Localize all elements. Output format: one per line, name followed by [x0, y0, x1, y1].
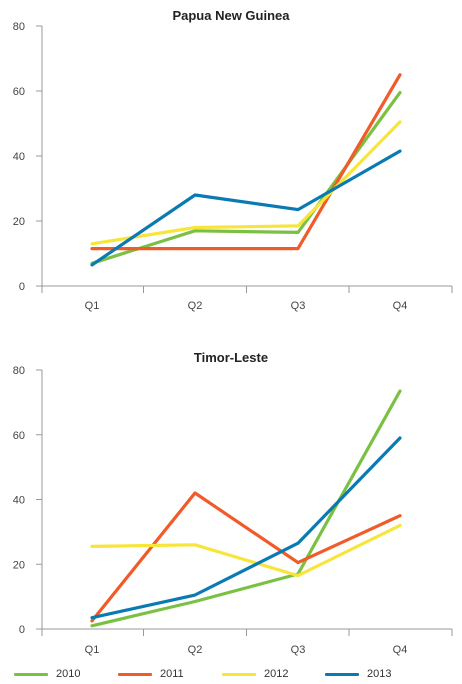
x-tick-label: Q2 [188, 300, 203, 312]
legend-item-2011: 2011 [118, 664, 184, 684]
y-tick-label: 40 [13, 495, 25, 507]
y-tick-label: 80 [13, 365, 25, 377]
x-tick-label: Q3 [291, 300, 306, 312]
legend-item-2010: 2010 [14, 664, 80, 684]
legend-label: 2012 [264, 668, 289, 680]
x-tick-label: Q4 [393, 300, 408, 312]
x-tick-label: Q2 [188, 644, 203, 656]
x-tick-label: Q1 [85, 300, 100, 312]
series-line-2010 [90, 389, 402, 628]
chart-panel-1: Timor-Leste 0 20 40 60 80 Q1 Q2 Q3 Q4 [13, 350, 453, 656]
series-line-2012 [90, 523, 402, 578]
legend-swatch [222, 672, 256, 676]
y-tick-label: 20 [13, 216, 25, 228]
y-tick-label: 60 [13, 430, 25, 442]
legend-label: 2010 [56, 668, 81, 680]
chart-panel-0: Papua New Guinea 0 20 40 60 80 Q1 Q2 Q3 Q4 [13, 8, 453, 312]
y-tick-label: 80 [13, 21, 25, 33]
y-tick-label: 0 [19, 624, 25, 636]
series-line-2013 [90, 149, 402, 267]
legend-label: 2011 [160, 668, 184, 680]
chart-legend: 2010 2011 2012 2013 [0, 664, 462, 684]
chart-title: Timor-Leste [194, 350, 268, 365]
y-tick-label: 20 [13, 559, 25, 571]
series-line-2011 [90, 491, 402, 623]
legend-item-2012: 2012 [222, 664, 288, 684]
series-line-2011 [90, 73, 402, 251]
legend-item-2013: 2013 [325, 664, 391, 684]
y-tick-label: 40 [13, 151, 25, 163]
x-tick-label: Q4 [393, 644, 408, 656]
y-tick-label: 60 [13, 86, 25, 98]
legend-swatch [14, 672, 48, 676]
x-tick-label: Q1 [85, 644, 100, 656]
series-line-2013 [90, 436, 402, 620]
legend-swatch [325, 672, 359, 676]
x-tick-label: Q3 [291, 644, 306, 656]
chart-title: Papua New Guinea [172, 8, 290, 23]
legend-swatch [118, 672, 152, 676]
legend-label: 2013 [367, 668, 392, 680]
y-tick-label: 0 [19, 281, 25, 293]
series-line-2012 [90, 120, 402, 246]
